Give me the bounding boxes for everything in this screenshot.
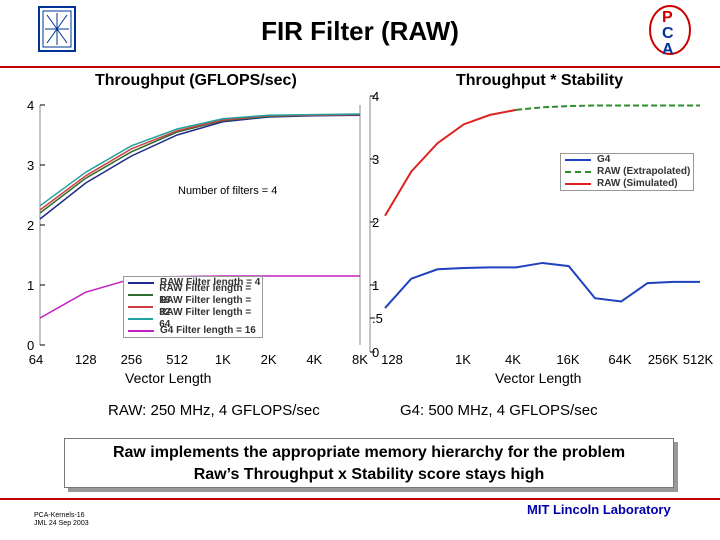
footer-left-line-2: JML 24 Sep 2003 <box>34 520 89 527</box>
left-y-tick-label: 2 <box>27 218 34 233</box>
right-x-tick-label: 256K <box>648 352 679 367</box>
right-y-tick-label: 2 <box>372 215 379 230</box>
pca-logo-icon: P C A <box>649 5 691 58</box>
svg-text:A: A <box>662 41 674 58</box>
legend-label: RAW Filter length = 4 <box>160 277 261 288</box>
right-x-tick-label: 512K <box>683 352 714 367</box>
right-series-line-1 <box>384 261 700 309</box>
right-chart-legend: G4 RAW (Extrapolated) RAW (Simulated) <box>560 153 694 191</box>
legend-swatch <box>128 294 154 296</box>
legend-swatch <box>128 318 154 320</box>
footer-divider <box>0 498 720 500</box>
legend-swatch <box>565 183 591 185</box>
legend-swatch <box>565 171 591 173</box>
lincoln-logo-icon <box>38 6 76 52</box>
footer-left: PCA-Kernels-16 JML 24 Sep 2003 <box>34 512 89 528</box>
slide-title: FIR Filter (RAW) <box>261 16 459 46</box>
left-x-tick-label: 4K <box>306 352 322 367</box>
legend-label: RAW Filter length = 32 <box>159 295 252 318</box>
right-y-tick-label: 1 <box>372 278 379 293</box>
left-y-tick-label: 4 <box>27 98 34 113</box>
legend-swatch <box>565 159 591 161</box>
footer-left-line-1: PCA-Kernels-16 <box>34 512 85 519</box>
legend-entry: RAW (Simulated) <box>561 178 693 190</box>
title-divider <box>0 66 720 68</box>
right-x-tick-label: 64K <box>608 352 631 367</box>
left-chart-caption: RAW: 250 MHz, 4 GFLOPS/sec <box>108 402 320 419</box>
left-chart-legend: RAW Filter length = 4 RAW Filter length =… <box>123 276 263 338</box>
left-x-tick-label: 2K <box>261 352 277 367</box>
legend-entry: RAW (Extrapolated) <box>561 166 693 178</box>
left-chart-xlabel: Vector Length <box>125 370 212 386</box>
left-y-tick-label: 0 <box>27 338 34 353</box>
right-series-line-2 <box>516 104 700 111</box>
right-x-tick-label: 4K <box>505 352 521 367</box>
right-y-tick-label: 0 <box>372 345 379 360</box>
left-x-tick-label: 128 <box>75 352 97 367</box>
right-y-tick-label: 3 <box>372 152 379 167</box>
right-series-line-3 <box>384 108 517 217</box>
legend-entry: RAW Filter length = 16 <box>124 283 262 306</box>
left-x-tick-label: 8K <box>352 352 368 367</box>
legend-entry: RAW Filter length = 4 <box>124 277 262 289</box>
right-chart-xlabel: Vector Length <box>495 370 582 386</box>
legend-label: RAW (Simulated) <box>597 178 678 189</box>
summary-box: Raw implements the appropriate memory hi… <box>64 438 674 488</box>
right-chart-caption: G4: 500 MHz, 4 GFLOPS/sec <box>400 402 598 419</box>
svg-text:P: P <box>662 9 673 26</box>
left-y-tick-label: 1 <box>27 278 34 293</box>
footer-right: MIT Lincoln Laboratory <box>527 502 671 517</box>
legend-label: RAW (Extrapolated) <box>597 166 691 177</box>
left-x-tick-label: 1K <box>215 352 231 367</box>
legend-entry: RAW Filter length = 64 <box>124 307 262 330</box>
left-y-tick-label: 3 <box>27 158 34 173</box>
legend-label: RAW Filter length = 64 <box>159 307 252 330</box>
legend-swatch <box>128 282 154 284</box>
legend-label: RAW Filter length = 16 <box>159 283 252 306</box>
left-x-tick-label: 64 <box>29 352 43 367</box>
legend-label: G4 Filter length = 16 <box>160 325 256 336</box>
left-series-line-1 <box>39 114 361 220</box>
left-chart-annotation: Number of filters = 4 <box>178 185 278 197</box>
left-series-line-2 <box>39 113 361 214</box>
svg-text:C: C <box>662 25 674 42</box>
summary-line-2: Raw’s Throughput x Stability score stays… <box>193 466 545 483</box>
left-series-line-4 <box>39 113 361 207</box>
legend-entry: G4 <box>561 154 693 166</box>
right-y-tick-label: .5 <box>372 311 383 326</box>
left-x-tick-label: 256 <box>121 352 143 367</box>
summary-line-1: Raw implements the appropriate memory hi… <box>112 444 626 461</box>
left-x-tick-label: 512 <box>166 352 188 367</box>
right-chart-title: Throughput * Stability <box>456 72 624 89</box>
right-x-tick-label: 16K <box>556 352 579 367</box>
right-x-tick-label: 128 <box>381 352 403 367</box>
legend-entry: G4 Filter length = 16 <box>124 325 262 337</box>
legend-swatch <box>128 330 154 332</box>
legend-label: G4 <box>597 154 611 165</box>
legend-swatch <box>128 306 154 308</box>
legend-entry: RAW Filter length = 32 <box>124 295 262 318</box>
right-y-tick-label: 4 <box>372 89 379 104</box>
left-chart-title: Throughput (GFLOPS/sec) <box>95 72 297 89</box>
right-x-tick-label: 1K <box>455 352 471 367</box>
